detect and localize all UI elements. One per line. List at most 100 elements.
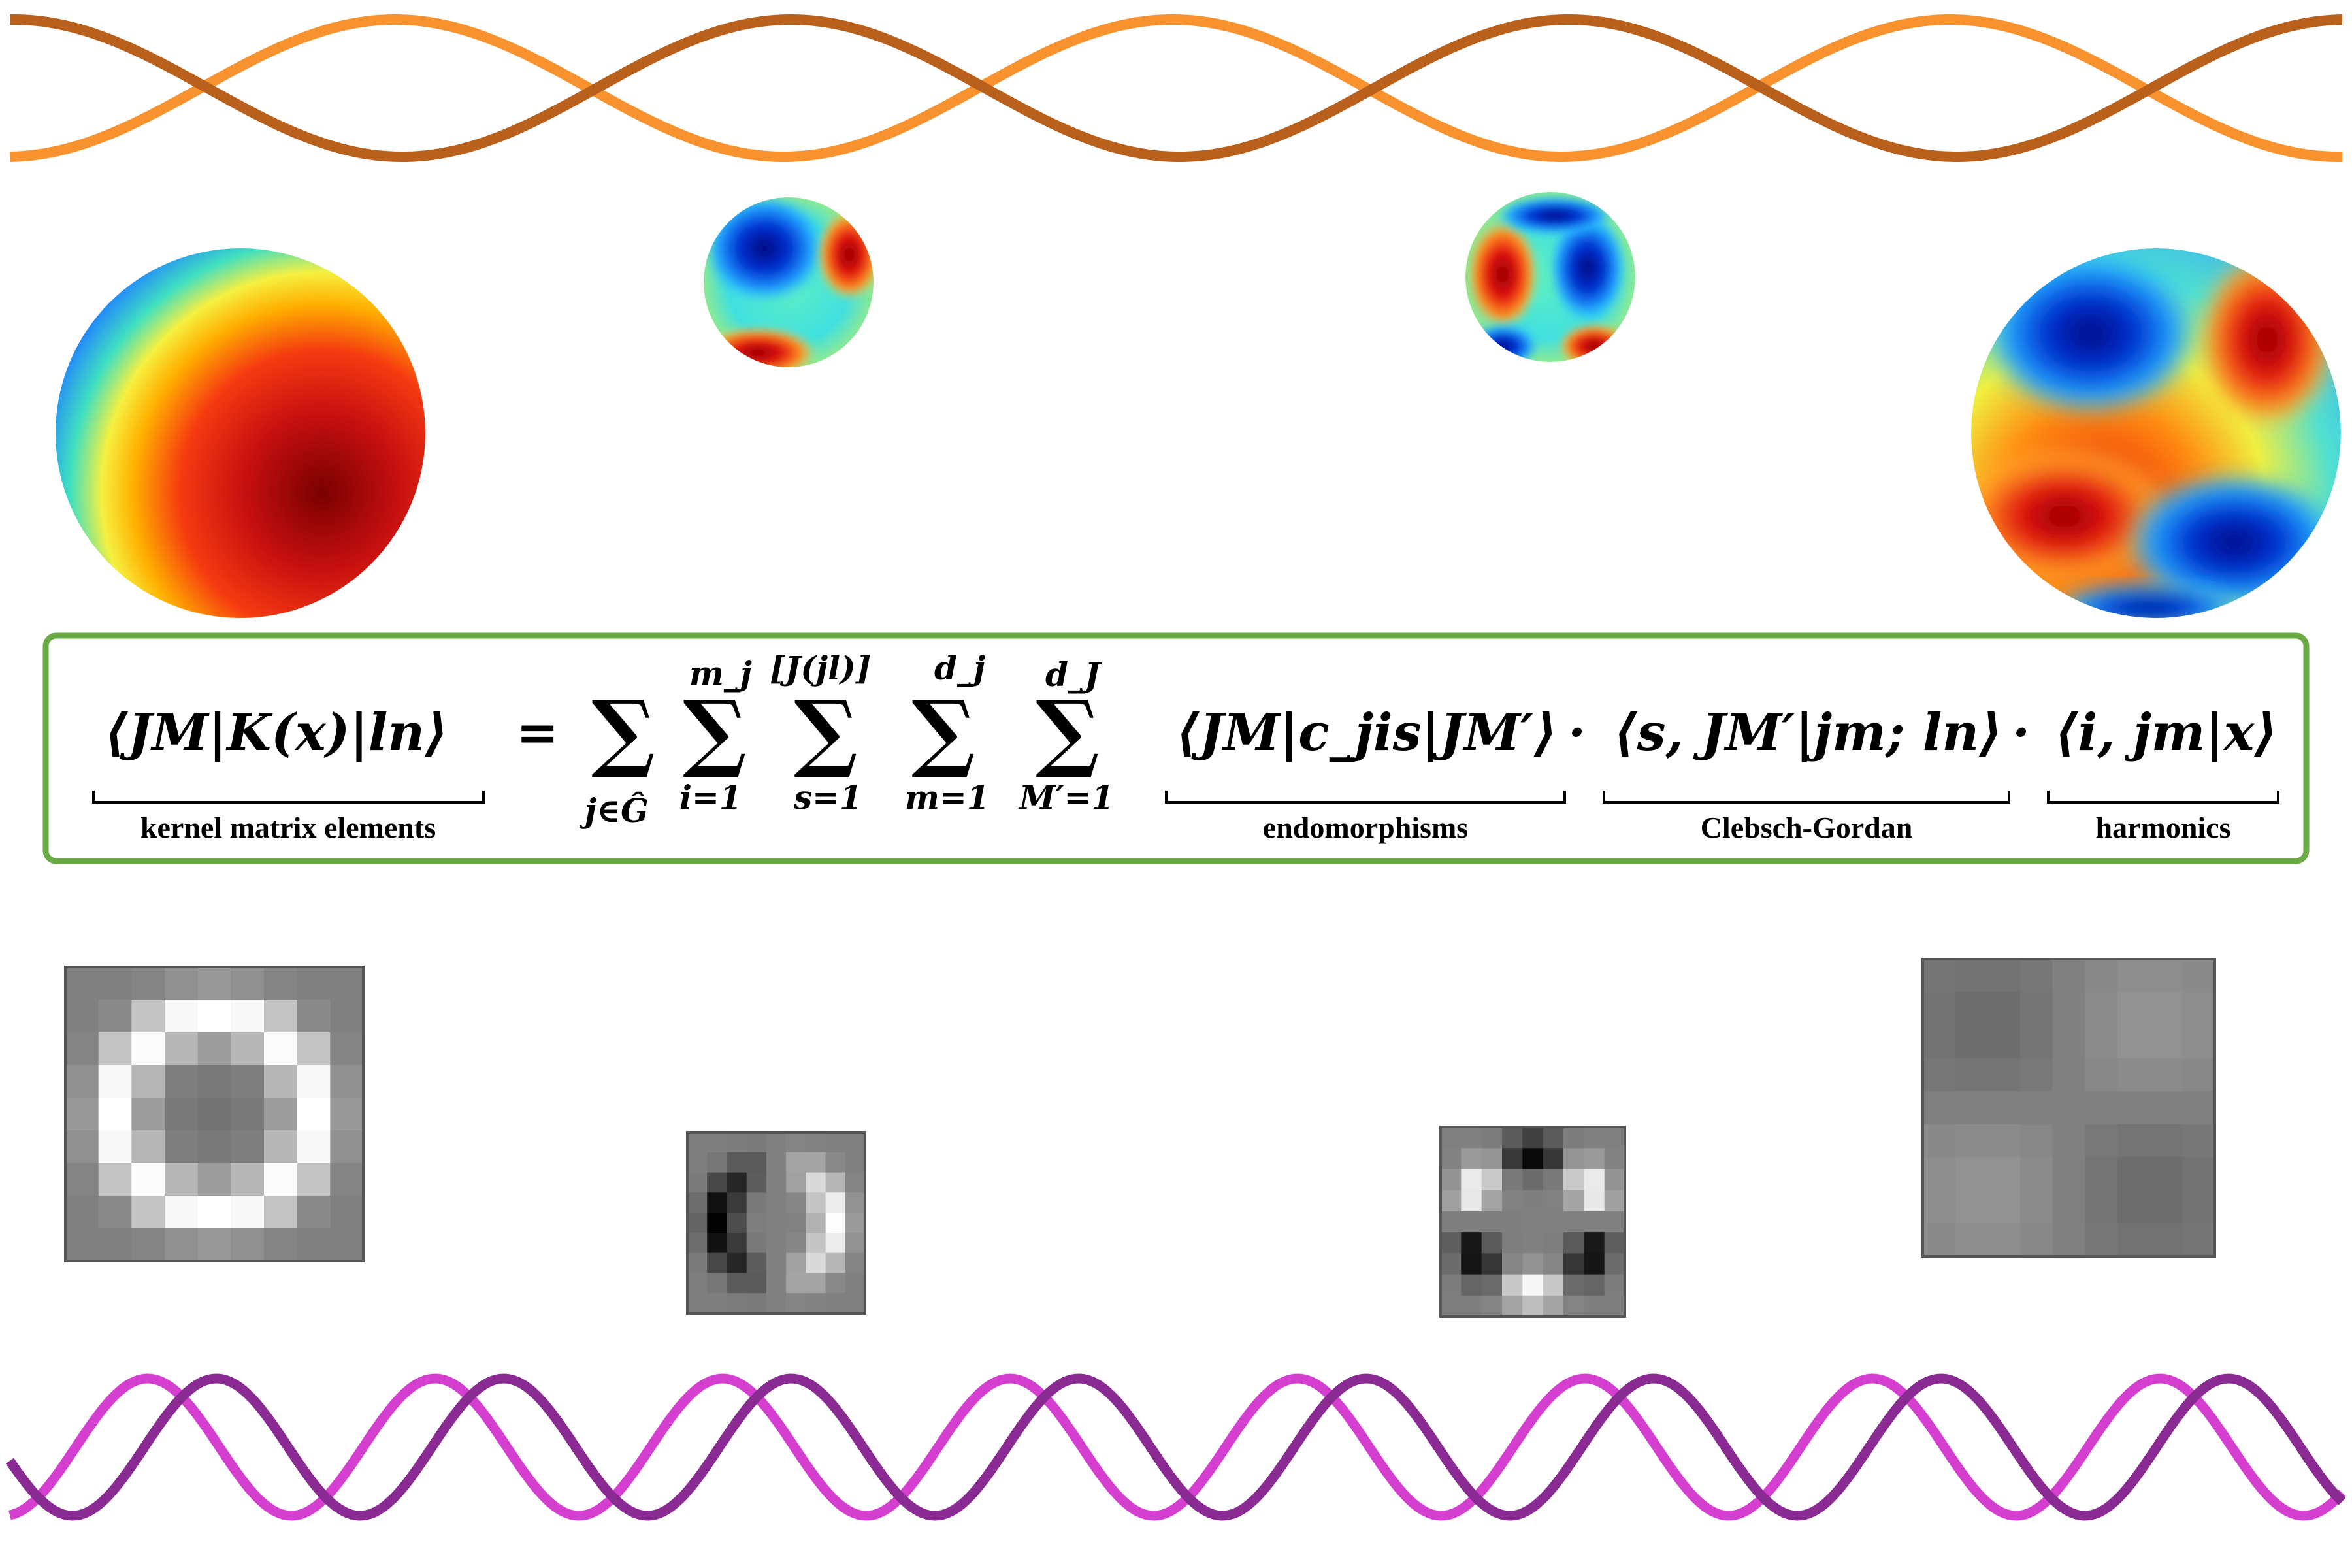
kernel-pixel [1502,1232,1524,1254]
kernel-pixel [1481,1127,1503,1149]
kernel-pixel [806,1213,826,1233]
kernel-pixel [330,967,364,1000]
kernel-pixel [297,1032,331,1066]
kernel-pixel [1481,1190,1503,1212]
kernel-pixel [197,1098,232,1131]
kernel-pixel [2020,1025,2053,1059]
kernel-pixel [1502,1274,1524,1296]
kernel-pixel [806,1273,826,1294]
kernel-pixel [727,1152,747,1173]
kernel-pixel [1563,1253,1585,1275]
kernel-pixel [330,1098,364,1131]
kernel-pixel [2052,1190,2086,1224]
kernel-pixel [1955,1058,1989,1092]
kernel-pixel [2020,1091,2053,1125]
underbraces [92,791,2279,804]
top-waves [9,14,2343,162]
label-endomorphisms: endomorphisms [1263,811,1468,844]
kernel-pixel [1604,1148,1625,1170]
bottom-waves [5,1373,2346,1521]
kernel-pixel [845,1293,866,1314]
kernel-pixel [98,1098,133,1131]
sum-j: ∑ j∈Ĝ [579,681,655,830]
kernel-pixel [1441,1253,1462,1275]
kernel-pixel [1987,1190,2021,1224]
kernel-pixel [1481,1169,1503,1191]
kernel-pixel [687,1172,708,1194]
kernel-pixel [1522,1295,1544,1317]
kernel-pixel [65,1130,99,1164]
kernel-pixel [65,1032,99,1066]
kernel-pixel [845,1172,866,1194]
kernel-pixel [2085,1025,2118,1059]
kernel-pixel [707,1192,728,1213]
kernel-pixel [1604,1274,1625,1296]
kernel-pixel [806,1172,826,1194]
formula-lhs: ⟨JM|K(x)|ln⟩ [105,703,448,762]
formula-dot1: · [1568,703,1586,762]
kernel-pixel [131,1228,165,1262]
kernel-pixel [687,1192,708,1213]
kernel-pixel [131,1065,165,1098]
kernel-pixel [845,1192,866,1213]
kernel-pixel [1604,1295,1625,1317]
kernel-pixel [65,1228,99,1262]
kernel-pixel [766,1192,787,1213]
kernel-pixel [1987,959,2021,993]
kernel-pixel [766,1213,787,1233]
kernel-pixel [2052,992,2086,1026]
kernel-pixel [1441,1274,1462,1296]
kernel-pixel [1955,1157,1989,1191]
wave-bottom-magenta [8,1373,2346,1521]
kernel-pixel [727,1232,747,1254]
kernel-pixel [1441,1127,1462,1149]
kernel-pixel [330,1000,364,1033]
kernel-pixel [1522,1169,1544,1191]
kernel-pixel [727,1192,747,1213]
kernel-pixel [2020,1190,2053,1224]
kernel-pixel [727,1132,747,1153]
kernel-pixel [806,1232,826,1254]
wave-top-orange [9,14,2342,162]
kernel-pixel [1604,1169,1625,1191]
kernel-pixel [707,1232,728,1254]
kernel-quad [1439,1126,1626,1318]
kernel-pixel [1987,992,2021,1026]
kernel-pixel [1543,1295,1564,1317]
kernel-pixel [2149,1025,2183,1059]
kernel-pixel [165,1098,199,1131]
kernel-pixel [98,1228,133,1262]
kernel-pixel [165,1065,199,1098]
kernel-pixel [165,1130,199,1164]
kernel-pixel [165,1163,199,1196]
kernel-pixel [1923,959,1956,993]
kernel-pixel [786,1293,807,1314]
kernel-pixel [2117,1124,2151,1158]
kernel-pixel [1481,1232,1503,1254]
kernel-pixel [1502,1295,1524,1317]
kernel-pixel [1502,1127,1524,1149]
kernel-pixel [197,1065,232,1098]
kernel-pixel [231,1065,265,1098]
kernel-pixel [264,1163,298,1196]
svg-text:∑: ∑ [1036,681,1100,781]
wave-bottom-purple [5,1373,2346,1521]
kernel-pixel [1543,1232,1564,1254]
kernel-pixel [297,967,331,1000]
kernel-pixel [65,1163,99,1196]
sphere-l1 [56,248,425,618]
kernel-pixel [2182,1223,2215,1257]
kernel-pixel [746,1232,767,1254]
kernel-pixel [2052,1091,2086,1125]
kernel-pixel [786,1192,807,1213]
kernel-pixel [1522,1148,1544,1170]
kernel-pixel [2052,1025,2086,1059]
kernel-pixel [1563,1148,1585,1170]
kernel-pixel [707,1293,728,1314]
svg-text:∑: ∑ [911,681,975,781]
kernel-pixel [1522,1127,1544,1149]
svg-text:∑: ∑ [794,681,858,781]
kernel-pixel [687,1232,708,1254]
kernel-pixel [727,1172,747,1194]
kernel-pixel [727,1252,747,1274]
